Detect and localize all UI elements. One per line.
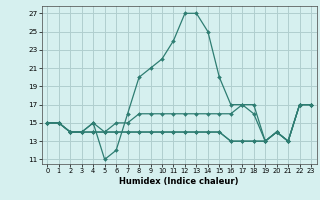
- X-axis label: Humidex (Indice chaleur): Humidex (Indice chaleur): [119, 177, 239, 186]
